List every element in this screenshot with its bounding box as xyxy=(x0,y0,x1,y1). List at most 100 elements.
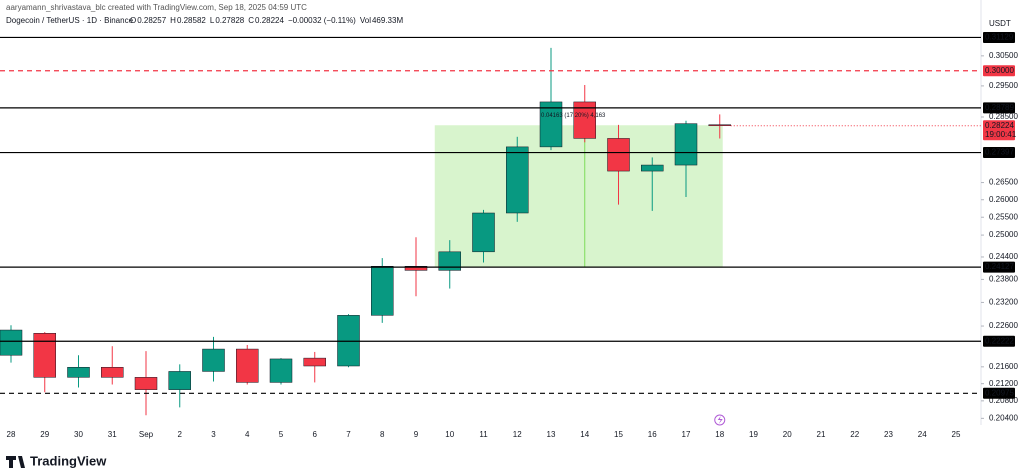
price-line-tag xyxy=(983,387,1015,399)
x-tick-label: 24 xyxy=(918,430,927,439)
y-tick-label: 0.29500 xyxy=(989,81,1018,90)
y-tick-label: 0.26000 xyxy=(989,195,1018,204)
x-tick-label: 10 xyxy=(445,430,454,439)
x-tick-label: 29 xyxy=(40,430,49,439)
y-tick-label: 0.30500 xyxy=(989,51,1018,60)
candle-body xyxy=(539,101,563,148)
logo: TradingView xyxy=(6,453,107,468)
y-tick-label: 0.24400 xyxy=(989,252,1018,261)
y-tick-label: 0.26500 xyxy=(989,178,1018,187)
y-tick-label: 0.25500 xyxy=(989,212,1018,221)
legend-value: 0.28224 xyxy=(255,16,284,25)
x-tick-label: 25 xyxy=(952,430,961,439)
price-line-label: 0.20975 xyxy=(985,388,1014,397)
x-tick-label: 3 xyxy=(211,430,216,439)
candle-body xyxy=(101,366,124,378)
y-tick-label: 0.20400 xyxy=(989,413,1018,422)
x-tick-label: 4 xyxy=(245,430,250,439)
brand: TradingView xyxy=(30,453,107,468)
y-tick-label: 0.23800 xyxy=(989,275,1018,284)
price-line-label: 0.24127 xyxy=(985,262,1014,271)
x-tick-label: 12 xyxy=(513,430,522,439)
candle-body xyxy=(607,138,630,172)
candle-body xyxy=(303,357,326,367)
x-tick-label: 9 xyxy=(414,430,419,439)
legend-key: Vol xyxy=(360,16,371,25)
x-tick-label: 2 xyxy=(178,430,183,439)
x-tick-label: 22 xyxy=(850,430,859,439)
y-tick-label: 0.21600 xyxy=(989,362,1018,371)
x-tick-label: 13 xyxy=(547,430,556,439)
candle-body xyxy=(438,251,461,271)
candle-body xyxy=(134,377,158,390)
x-tick-label: 8 xyxy=(380,430,385,439)
x-tick-label: 7 xyxy=(346,430,351,439)
candle-body xyxy=(674,123,698,166)
candle-body xyxy=(0,329,23,356)
candle-body xyxy=(269,358,293,383)
candle-body xyxy=(641,164,664,172)
candle-body xyxy=(506,146,529,214)
x-tick-label: 5 xyxy=(279,430,284,439)
price-line-tag xyxy=(983,335,1015,347)
logo-icon xyxy=(6,456,25,468)
candle-body xyxy=(168,371,191,390)
x-tick-label: 28 xyxy=(7,430,16,439)
measure-label: 0.04163 (17.20%) 4,163 xyxy=(541,113,606,119)
x-tick-label: 11 xyxy=(479,430,488,439)
x-tick-label: Sep xyxy=(139,430,154,439)
price-line-tag xyxy=(983,31,1015,43)
price-line-label: 0.31129 xyxy=(985,33,1014,42)
candle-body xyxy=(67,366,90,378)
y-tick-label: 0.28500 xyxy=(989,112,1018,121)
price-line-tag xyxy=(983,65,1015,77)
countdown: 19:00:41 xyxy=(985,130,1017,139)
x-tick-label: 30 xyxy=(74,430,83,439)
x-tick-label: 31 xyxy=(108,430,117,439)
event-bolt xyxy=(717,416,723,424)
last-price-tag xyxy=(983,120,1015,141)
credit: aaryamann_shrivastava_blc created with T… xyxy=(6,3,307,12)
price-line-label: 0.30000 xyxy=(985,66,1014,75)
y-tick-label: 0.20800 xyxy=(989,396,1018,405)
last-price-label: 0.28224 xyxy=(985,121,1014,130)
symbol: Dogecoin / TetherUS · 1D · Binance xyxy=(6,16,134,25)
price-line-label: 0.28789 xyxy=(985,103,1014,112)
x-tick-label: 21 xyxy=(817,430,826,439)
price-line-label: 0.27397 xyxy=(985,148,1014,157)
candle-body xyxy=(573,101,596,139)
candle-body xyxy=(708,124,731,127)
candle-body xyxy=(33,332,56,378)
legend-key: L xyxy=(210,16,215,25)
event-icon xyxy=(714,414,726,426)
price-line-tag xyxy=(983,147,1015,159)
legend-value: 0.28257 xyxy=(137,16,166,25)
legend-value: −0.00032 (−0.11%) xyxy=(288,16,356,25)
legend-value: 0.27828 xyxy=(215,16,244,25)
x-tick-label: 18 xyxy=(715,430,724,439)
axis-unit: USDT xyxy=(989,19,1011,28)
candle-body xyxy=(371,266,394,316)
legend-key: O xyxy=(130,16,136,25)
x-tick-label: 6 xyxy=(313,430,318,439)
price-line-label: 0.22222 xyxy=(985,336,1014,345)
candle-body xyxy=(472,212,495,253)
legend-key: C xyxy=(248,16,254,25)
candle-body xyxy=(236,348,259,383)
legend-key: H xyxy=(170,16,176,25)
price-line-tag xyxy=(983,102,1015,114)
x-tick-label: 19 xyxy=(749,430,758,439)
x-tick-label: 15 xyxy=(614,430,623,439)
y-tick-label: 0.22600 xyxy=(989,321,1018,330)
x-tick-label: 16 xyxy=(648,430,657,439)
candle-body xyxy=(202,348,225,372)
x-tick-label: 20 xyxy=(783,430,792,439)
price-line-tag xyxy=(983,261,1015,273)
legend-value: 469.33M xyxy=(372,16,403,25)
x-tick-label: 14 xyxy=(580,430,589,439)
candle-body xyxy=(404,266,428,271)
x-tick-label: 23 xyxy=(884,430,893,439)
y-tick-label: 0.23200 xyxy=(989,298,1018,307)
